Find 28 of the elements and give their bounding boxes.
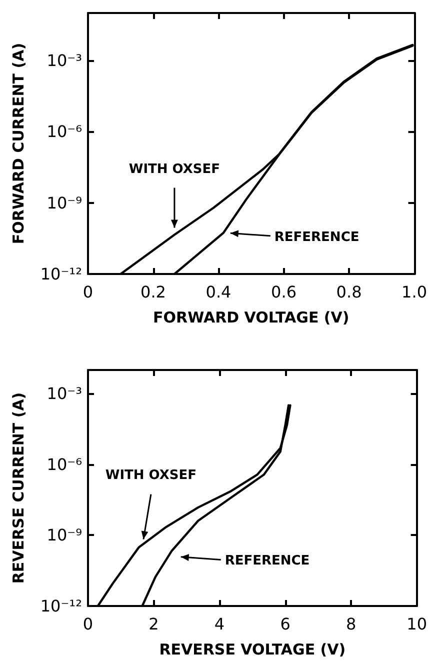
y-tick-label: 10⁻³ (46, 384, 82, 404)
y-axis-title: REVERSE CURRENT (A) (10, 392, 28, 584)
y-tick-label: 10⁻¹² (40, 596, 82, 616)
y-tick-label: 10⁻⁹ (46, 193, 82, 212)
x-tick-label: 10 (406, 614, 427, 634)
x-tick-label: 4 (214, 614, 225, 634)
x-tick-label: 0.6 (271, 282, 296, 302)
series-label: WITH OXSEF (128, 162, 220, 177)
legend-label: REFERENCE (274, 230, 360, 245)
x-axis-title: REVERSE VOLTAGE (V) (159, 640, 346, 658)
x-tick-label: 2 (148, 614, 159, 634)
y-tick-label: 10⁻⁶ (46, 122, 82, 142)
x-tick-label: 1.0 (402, 282, 428, 302)
legend-label: REFERENCE (224, 554, 310, 569)
y-tick-label: 10⁻⁹ (46, 526, 82, 545)
x-tick-label: 0.2 (140, 282, 166, 302)
x-tick-label: 0 (82, 614, 94, 634)
y-tick-label: 10⁻¹² (40, 264, 82, 284)
series-label: WITH OXSEF (105, 468, 197, 484)
y-axis-title: FORWARD CURRENT (A) (10, 42, 28, 244)
x-tick-label: 6 (280, 614, 290, 634)
y-tick-label: 10⁻⁶ (46, 454, 82, 474)
x-tick-label: 0 (82, 282, 94, 302)
x-tick-label: 0.8 (336, 282, 362, 302)
x-tick-label: 8 (346, 614, 356, 634)
y-tick-label: 10⁻³ (46, 50, 82, 70)
x-tick-label: 0.4 (206, 282, 232, 302)
x-axis-title: FORWARD VOLTAGE (V) (153, 308, 350, 326)
